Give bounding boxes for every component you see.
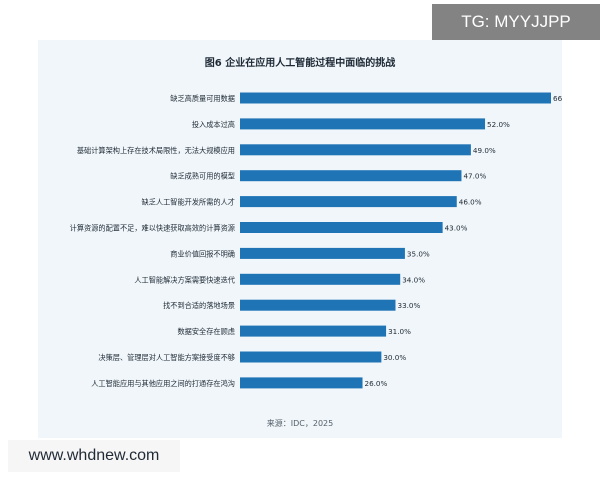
category-label: 数据安全存在顾虑 bbox=[177, 327, 235, 336]
bar bbox=[240, 351, 382, 363]
category-label: 找不到合适的落地场景 bbox=[163, 301, 235, 310]
bar bbox=[240, 144, 471, 156]
bar bbox=[240, 273, 401, 285]
category-label: 商业价值回报不明确 bbox=[170, 249, 235, 258]
watermark-bottom: www.whdnew.com bbox=[8, 440, 180, 472]
bar bbox=[240, 222, 443, 233]
category-label: 投入成本过高 bbox=[192, 120, 235, 129]
value-label: 52.0% bbox=[487, 120, 510, 129]
bar bbox=[240, 118, 486, 130]
category-label: 缺乏成熟可用的模型 bbox=[170, 172, 235, 181]
bar bbox=[240, 247, 405, 259]
chart-source: 来源：IDC，2025 bbox=[266, 419, 334, 428]
chart-title: 图6 企业在应用人工智能过程中面临的挑战 bbox=[204, 58, 396, 69]
value-label: 43.0% bbox=[445, 224, 468, 233]
watermark-top: TG: MYYJJPP bbox=[432, 4, 600, 40]
category-label: 人工智能解决方案需要快速迭代 bbox=[134, 275, 235, 284]
bar bbox=[240, 92, 551, 104]
category-label: 缺乏人工智能开发所需的人才 bbox=[142, 198, 235, 207]
chart-panel: 图6 企业在应用人工智能过程中面临的挑战 缺乏高质量可用数据 66.0% 投入成本过… bbox=[38, 40, 562, 438]
value-label: 47.0% bbox=[463, 172, 486, 181]
bar bbox=[240, 325, 387, 337]
category-label: 缺乏高质量可用数据 bbox=[170, 94, 235, 103]
value-label: 34.0% bbox=[402, 275, 425, 284]
bar bbox=[240, 196, 457, 208]
value-label: 33.0% bbox=[398, 301, 421, 310]
value-label: 46.0% bbox=[459, 198, 482, 207]
value-label: 30.0% bbox=[383, 353, 406, 362]
category-label: 人工智能应用与其他应用之间的打通存在鸿沟 bbox=[91, 379, 235, 388]
category-label: 决策层、管理层对人工智能方案接受度不够 bbox=[98, 353, 235, 362]
bar bbox=[240, 299, 396, 311]
value-label: 35.0% bbox=[407, 249, 430, 258]
value-label: 49.0% bbox=[473, 146, 496, 155]
bar bbox=[240, 377, 363, 389]
bar-chart: 缺乏高质量可用数据 66.0% 投入成本过高 52.0% 基础计算架构上存在技术局限性，… bbox=[70, 92, 562, 389]
category-label: 计算资源的配置不足，难以快速获取高效的计算资源 bbox=[70, 224, 235, 233]
value-label: 26.0% bbox=[365, 379, 388, 388]
bar bbox=[240, 170, 462, 182]
value-label: 31.0% bbox=[388, 327, 411, 336]
value-label: 66.0% bbox=[553, 94, 562, 103]
category-label: 基础计算架构上存在技术局限性，无法大规模应用 bbox=[77, 146, 235, 155]
